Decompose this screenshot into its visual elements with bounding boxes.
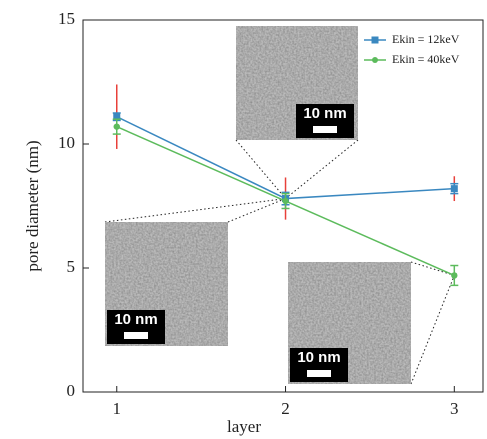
marker: [450, 185, 458, 193]
connector: [285, 139, 359, 199]
insets: 10 nm 10 nm 10 nm: [104, 26, 455, 385]
scale-bar: [313, 126, 337, 133]
plot-frame: [82, 19, 484, 393]
connector: [410, 261, 455, 276]
connector: [235, 139, 286, 199]
x-axis-label: layer: [227, 417, 261, 436]
y-tick-label: 15: [58, 9, 75, 28]
connector: [410, 275, 455, 385]
scale-label: 10 nm: [297, 349, 340, 366]
legend-label: Ekin = 40keV: [392, 52, 460, 66]
marker: [113, 113, 121, 121]
x-tick-label: 2: [281, 399, 290, 418]
y-tick-label: 10: [58, 133, 75, 152]
legend-label: Ekin = 12keV: [392, 32, 460, 46]
scale-bar: [307, 370, 331, 377]
legend-marker: [372, 57, 378, 63]
marker: [282, 197, 289, 205]
x-tick-label: 1: [113, 399, 122, 418]
connector: [104, 198, 286, 223]
scale-label: 10 nm: [114, 311, 157, 328]
x-tick-label: 3: [450, 399, 459, 418]
scale-bar: [124, 332, 148, 339]
marker: [451, 272, 458, 279]
scale-label: 10 nm: [303, 105, 346, 122]
marker: [113, 123, 120, 130]
y-axis-label: pore diameter (nm): [23, 140, 42, 271]
y-tick-label: 5: [67, 257, 76, 276]
y-tick-label: 0: [67, 381, 76, 400]
legend-marker: [371, 36, 379, 44]
